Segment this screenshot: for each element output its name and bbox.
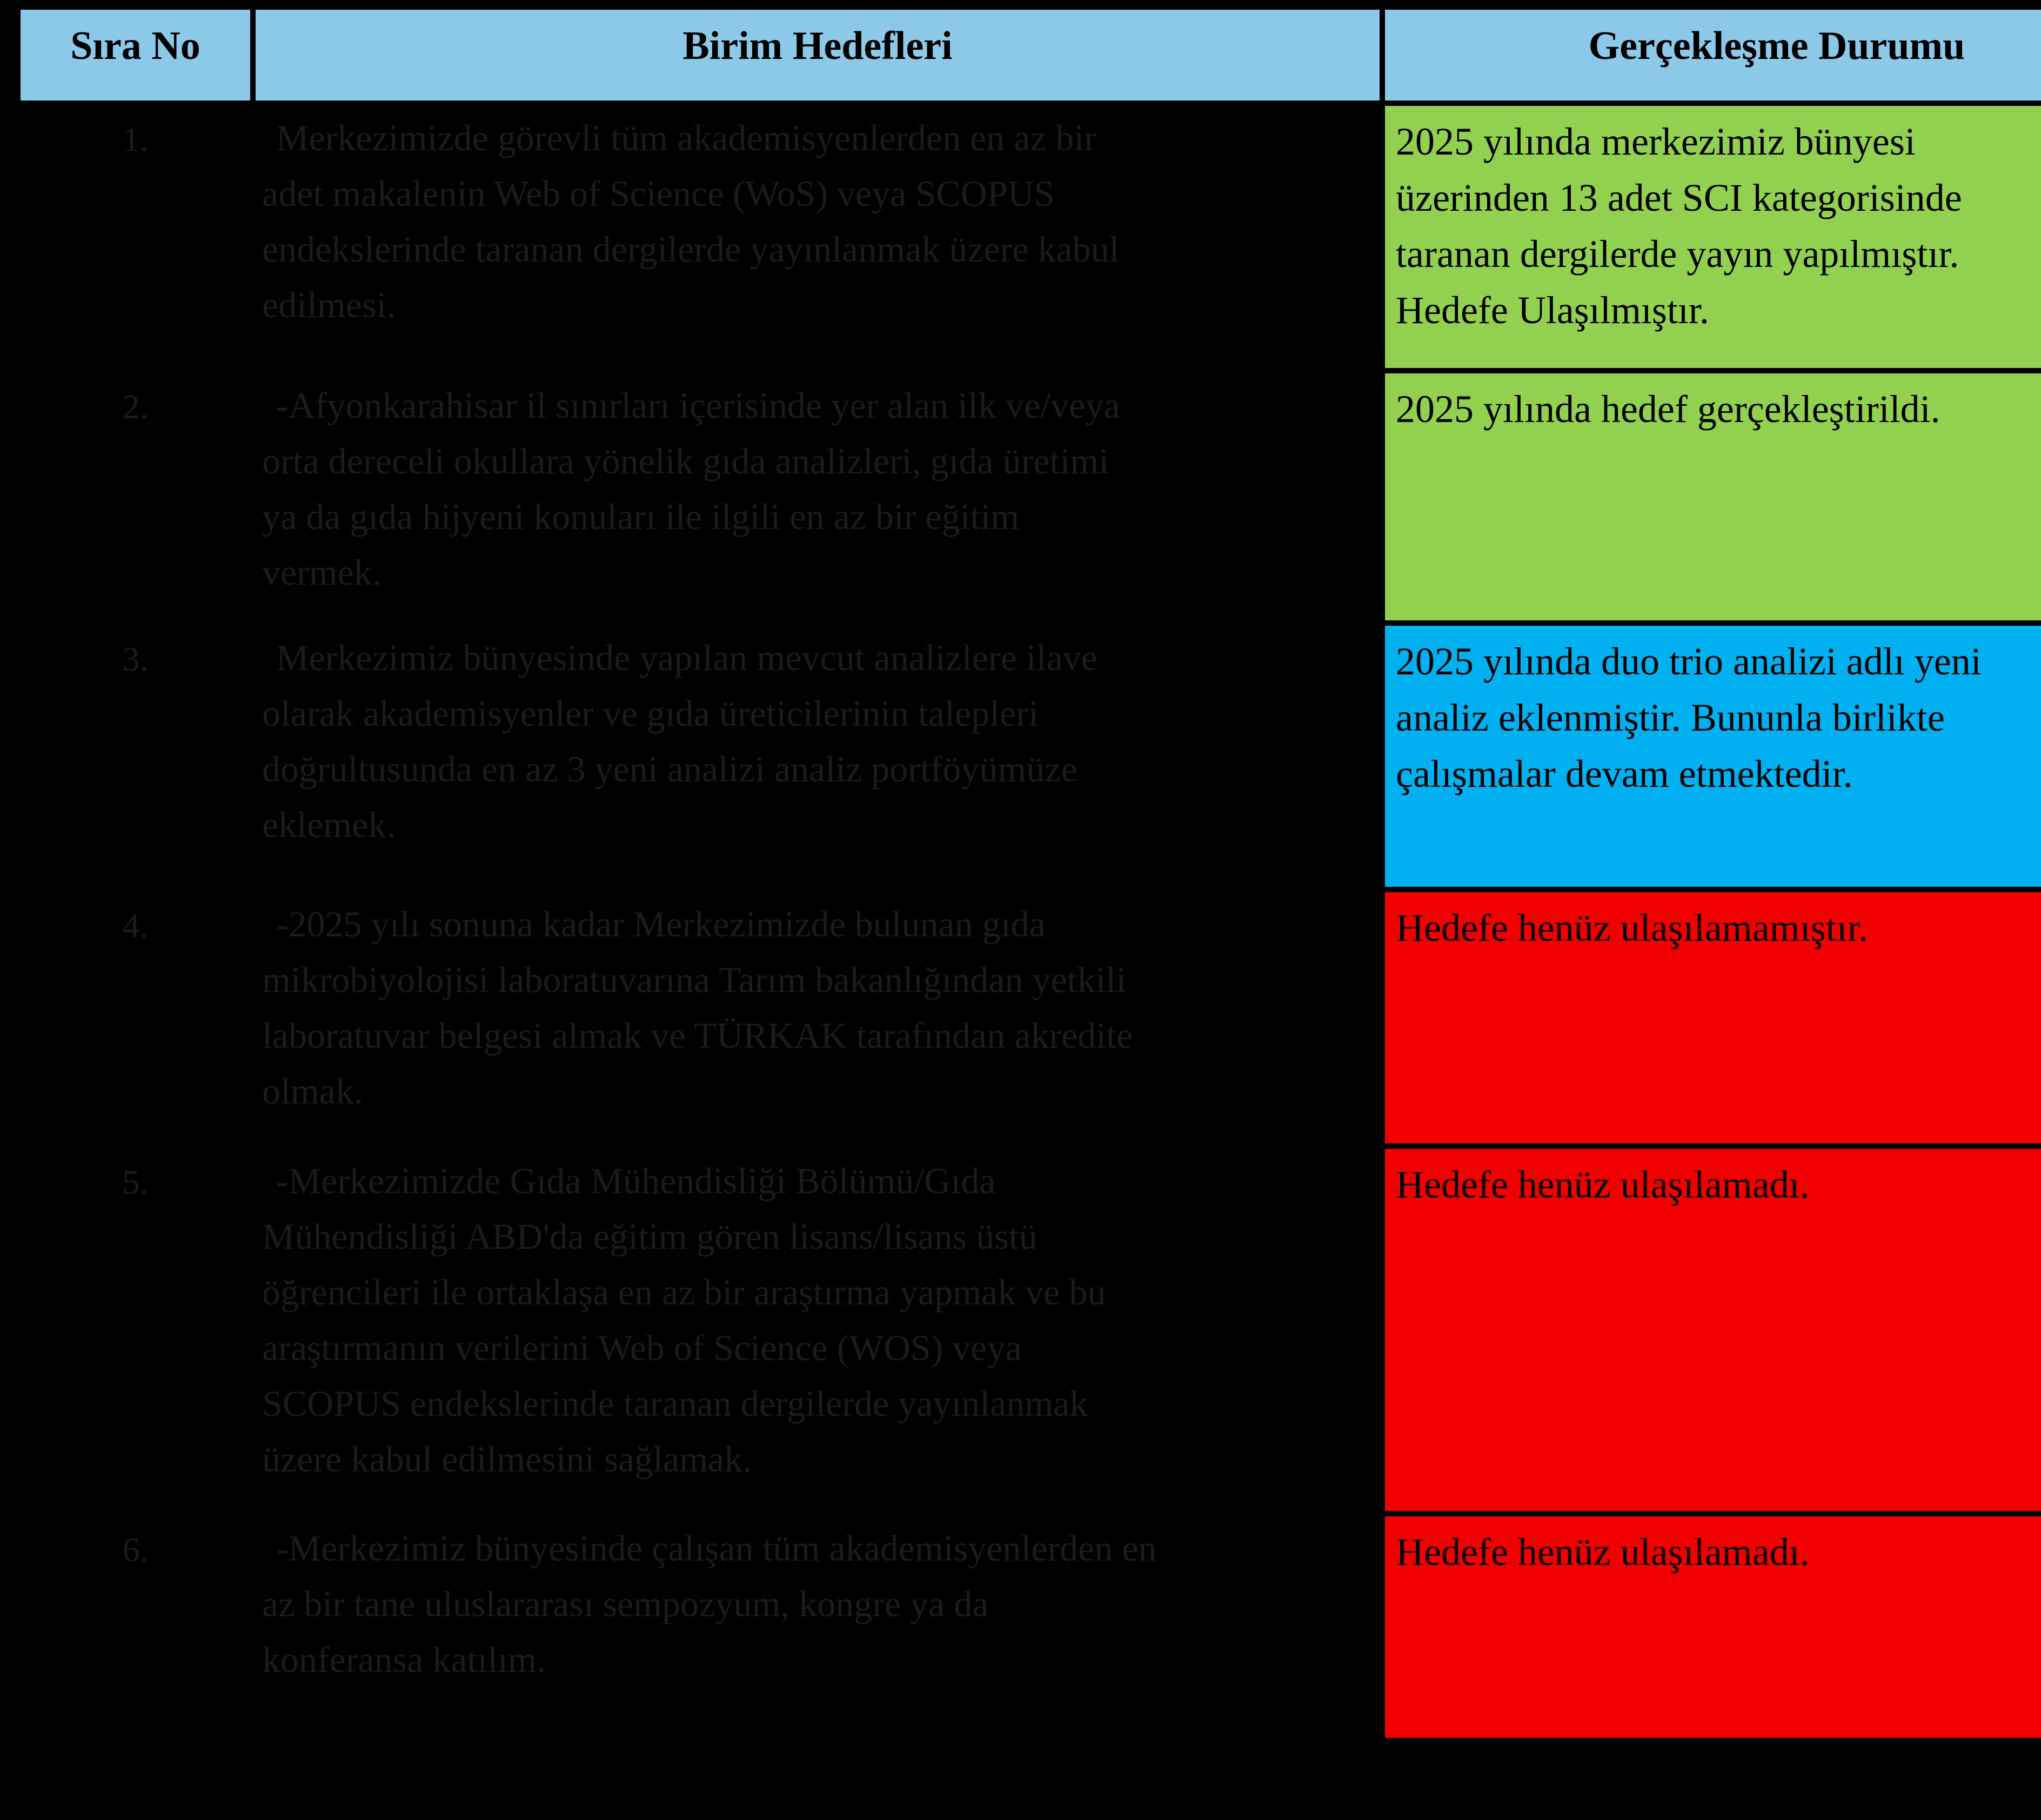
goal-text: -Merkezimizde Gıda Mühendisliği Bölümü/G…	[250, 1143, 1385, 1516]
goal-text: -2025 yılı sonuna kadar Merkezimizde bul…	[250, 887, 1385, 1149]
status-text: 2025 yılında merkezimiz bünyesi üzerinde…	[1380, 101, 2041, 373]
table-row: 5. -Merkezimizde Gıda Mühendisliği Bölüm…	[15, 1143, 2041, 1516]
table-row: 6. -Merkezimiz bünyesinde çalışan tüm ak…	[15, 1511, 2041, 1743]
status-text: Hedefe henüz ulaşılamadı.	[1380, 1511, 2041, 1743]
row-number: 4.	[15, 887, 256, 1149]
status-text: 2025 yılında duo trio analizi adlı yeni …	[1380, 620, 2041, 892]
goal-text: Merkezimiz bünyesinde yapılan mevcut ana…	[250, 620, 1385, 892]
goals-status-table: Sıra No Birim Hedefleri Gerçekleşme Duru…	[15, 4, 2041, 1743]
table-row: 4. -2025 yılı sonuna kadar Merkezimizde …	[15, 887, 2041, 1149]
status-text: Hedefe henüz ulaşılamadı.	[1380, 1143, 2041, 1516]
header-gerceklesme-durumu: Gerçekleşme Durumu	[1380, 4, 2041, 106]
header-birim-hedefleri: Birim Hedefleri	[250, 4, 1385, 106]
goal-text: Merkezimizde görevli tüm akademisyenlerd…	[250, 101, 1385, 373]
table-row: 1. Merkezimizde görevli tüm akademisyenl…	[15, 101, 2041, 373]
row-number: 6.	[15, 1511, 256, 1743]
status-text: Hedefe henüz ulaşılamamıştır.	[1380, 887, 2041, 1149]
status-text: 2025 yılında hedef gerçekleştirildi.	[1380, 368, 2041, 626]
table-row: 2. -Afyonkarahisar il sınırları içerisin…	[15, 368, 2041, 626]
row-number: 3.	[15, 620, 256, 892]
goal-text: -Afyonkarahisar il sınırları içerisinde …	[250, 368, 1385, 626]
goal-text: -Merkezimiz bünyesinde çalışan tüm akade…	[250, 1511, 1385, 1743]
header-row: Sıra No Birim Hedefleri Gerçekleşme Duru…	[15, 4, 2041, 106]
row-number: 2.	[15, 368, 256, 626]
row-number: 1.	[15, 101, 256, 373]
header-sira-no: Sıra No	[15, 4, 256, 106]
row-number: 5.	[15, 1143, 256, 1516]
table-row: 3. Merkezimiz bünyesinde yapılan mevcut …	[15, 620, 2041, 892]
